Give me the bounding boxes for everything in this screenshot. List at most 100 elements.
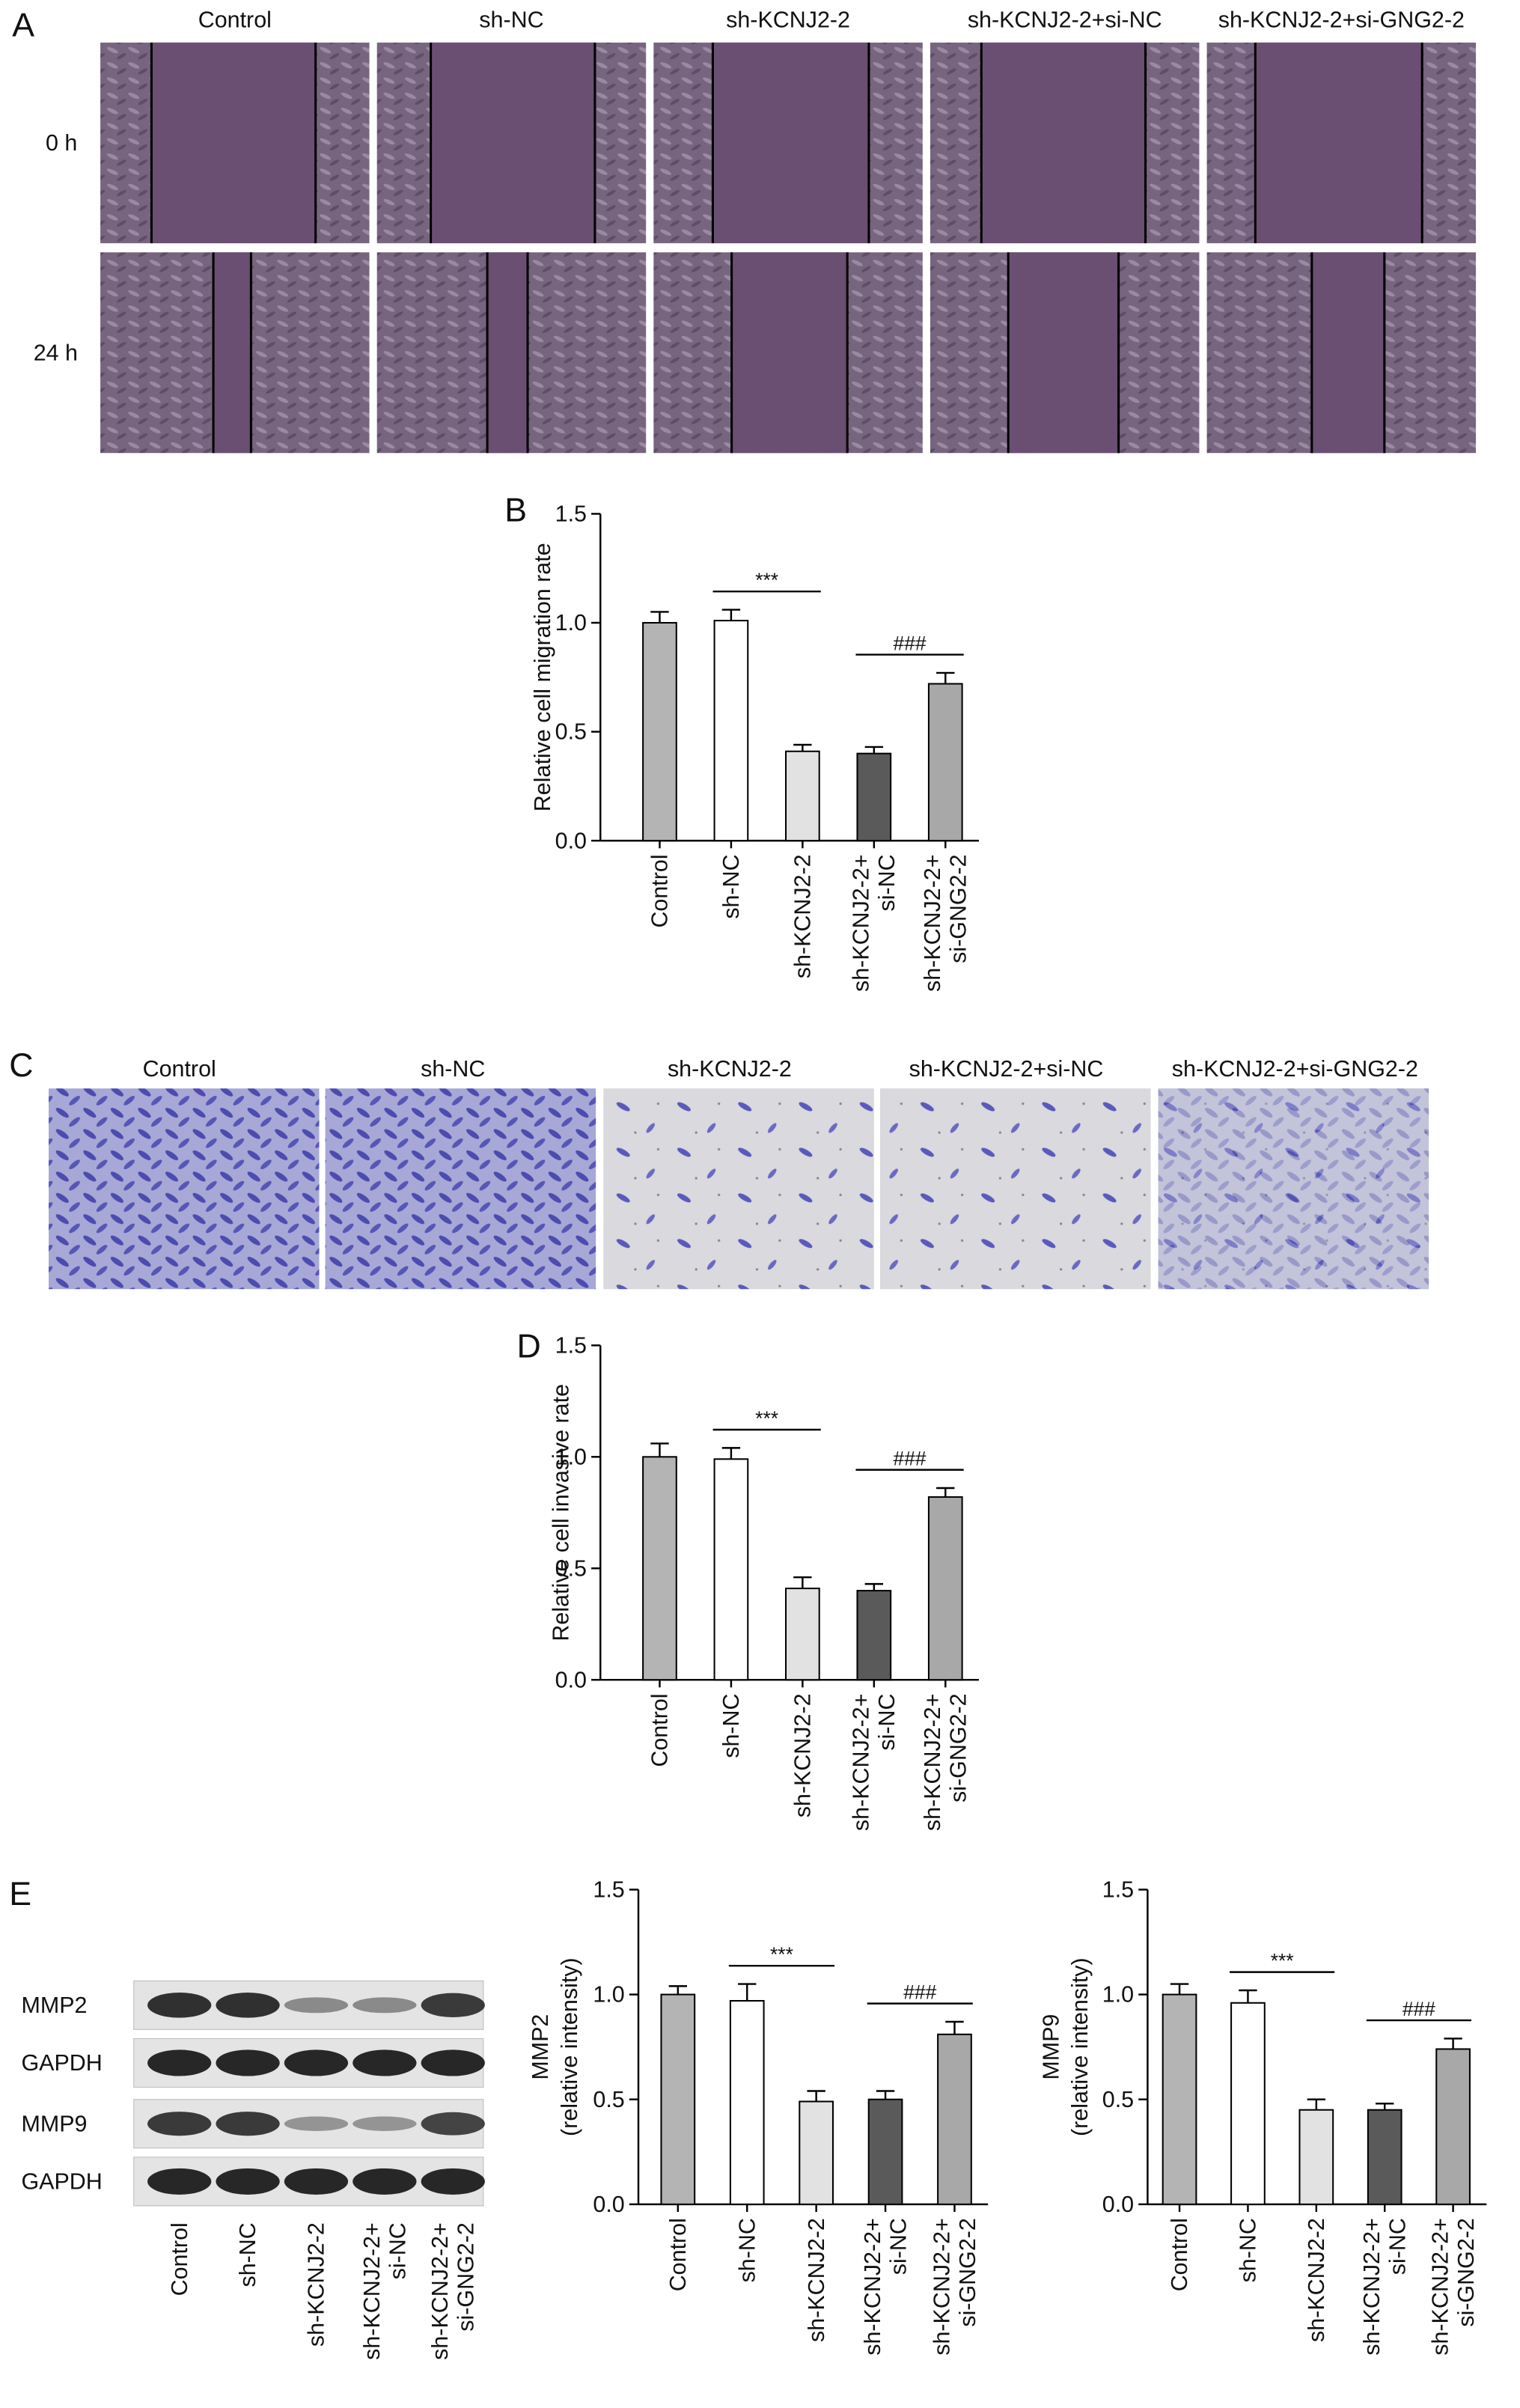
bar (856, 1590, 892, 1681)
wound-area (731, 252, 848, 454)
x-tick-label: Control (665, 2218, 691, 2291)
row-label: 0 h (46, 130, 77, 156)
significance-label: ### (894, 1448, 927, 1470)
bar (713, 1458, 749, 1681)
x-tick-label: sh-KCNJ2-2+si-NC (849, 854, 900, 992)
blot-band (216, 1992, 280, 2018)
blot-band (147, 2168, 212, 2195)
x-tick-label-line: sh-KCNJ2-2+ (929, 2218, 954, 2356)
lane-label-line: sh-KCNJ2-2+ (359, 2222, 385, 2360)
column-header: sh-NC (479, 7, 543, 33)
blot-band (284, 1997, 349, 2014)
blot-band (284, 2168, 349, 2195)
micrograph (603, 1088, 874, 1290)
wound-area (430, 42, 595, 243)
y-tick-label: 1.0 (555, 1444, 587, 1469)
y-tick-label: 1.0 (1102, 1982, 1134, 2008)
column-header: Control (198, 7, 272, 33)
y-tick-label: 1.5 (555, 502, 587, 527)
y-tick-label: 1.0 (593, 1982, 624, 2008)
blot-band (147, 2049, 212, 2076)
blot-band (421, 2049, 485, 2076)
x-tick-label-line: si-NC (874, 1693, 900, 1750)
bar (642, 1456, 677, 1681)
micrograph-overlay (1158, 1088, 1429, 1290)
column-header: sh-KCNJ2-2+si-GNG2-2 (1218, 7, 1465, 33)
x-tick-label: sh-KCNJ2-2 (790, 854, 816, 978)
x-tick-label-line: si-NC (874, 854, 900, 911)
y-axis-label-line: (relative intensity) (1067, 1957, 1093, 2136)
blot-band (421, 2168, 485, 2195)
x-tick-label: sh-KCNJ2-2+si-NC (849, 1693, 900, 1831)
significance-label: ### (894, 632, 927, 654)
band-label: GAPDH (21, 2169, 102, 2195)
blot-band (352, 2049, 417, 2076)
y-axis-label: Relative cell invasive rate (549, 1384, 574, 1642)
significance-label: ### (1403, 1998, 1435, 2020)
x-tick-label-line: sh-KCNJ2-2+ (920, 1693, 945, 1831)
lane-label: sh-KCNJ2-2+si-NC (359, 2222, 411, 2360)
panel-label: B (504, 493, 527, 529)
blot-band (216, 2112, 280, 2136)
band-label: MMP2 (21, 1993, 87, 2018)
bar (1162, 1993, 1197, 2205)
bar (642, 621, 677, 842)
bar (927, 1496, 963, 1681)
band-label: GAPDH (21, 2050, 102, 2076)
y-axis-label-line: MMP2 (528, 2014, 553, 2080)
y-tick-label: 1.5 (593, 1877, 624, 1903)
x-tick-label-line: si-GNG2-2 (946, 1693, 971, 1802)
wound-area (487, 252, 528, 454)
bar (1298, 2109, 1334, 2205)
bar (799, 2100, 834, 2205)
y-tick-label: 0.5 (593, 2087, 624, 2112)
bar (660, 1993, 696, 2205)
wound-area (712, 42, 869, 243)
x-tick-label-line: sh-KCNJ2-2+ (920, 854, 945, 992)
x-tick-label: sh-KCNJ2-2+si-GNG2-2 (920, 854, 971, 992)
y-tick-label: 1.5 (555, 1333, 587, 1359)
blot-band (352, 2116, 417, 2131)
bar (785, 1588, 820, 1681)
y-tick-label: 0.0 (1102, 2192, 1134, 2217)
wound-area (151, 42, 316, 243)
micrograph (49, 1088, 320, 1290)
panel-label: C (9, 1047, 33, 1084)
significance-label: *** (770, 1943, 793, 1966)
y-tick-label: 0.0 (593, 2192, 624, 2217)
x-tick-label: sh-NC (718, 1693, 744, 1758)
y-tick-label: 1.0 (555, 610, 587, 635)
lane-label-line: sh-KCNJ2-2+ (427, 2222, 453, 2360)
y-tick-label: 0.0 (555, 1667, 587, 1692)
y-axis-label: MMP9 (relative intensity) (1039, 1957, 1093, 2136)
bar (867, 2098, 903, 2205)
y-tick-label: 0.0 (555, 828, 587, 853)
bar (785, 750, 820, 842)
lane-label: Control (167, 2222, 192, 2296)
lane-label-line: si-GNG2-2 (454, 2222, 479, 2332)
significance-label: *** (1271, 1950, 1294, 1972)
lane-label: sh-NC (235, 2222, 260, 2287)
wound-area (1255, 42, 1423, 243)
y-axis-label: MMP2 (relative intensity) (528, 1957, 582, 2136)
panel-label: E (9, 1876, 31, 1912)
band-label: MMP9 (21, 2111, 87, 2136)
y-tick-label: 0.5 (555, 1555, 587, 1581)
blot-band (216, 2049, 280, 2076)
blot-band (421, 2112, 485, 2136)
x-tick-label-line: sh-KCNJ2-2+ (849, 1693, 874, 1831)
y-tick-label: 0.5 (1102, 2087, 1134, 2112)
column-header: sh-KCNJ2-2 (668, 1056, 792, 1082)
column-header: sh-KCNJ2-2+si-GNG2-2 (1172, 1056, 1418, 1082)
y-tick-label: 1.5 (1102, 1877, 1134, 1903)
x-tick-label: sh-KCNJ2-2 (790, 1693, 816, 1817)
bar (856, 752, 892, 842)
blot-band (284, 2116, 349, 2131)
wound-area (1311, 252, 1385, 454)
x-tick-label-line: si-GNG2-2 (946, 854, 971, 963)
blot-band (352, 1997, 417, 2014)
significance-label: *** (755, 569, 778, 591)
x-tick-label: sh-KCNJ2-2+si-NC (1359, 2218, 1411, 2356)
x-tick-label: sh-KCNJ2-2 (1304, 2218, 1329, 2342)
lane-label-line: si-NC (385, 2222, 410, 2279)
